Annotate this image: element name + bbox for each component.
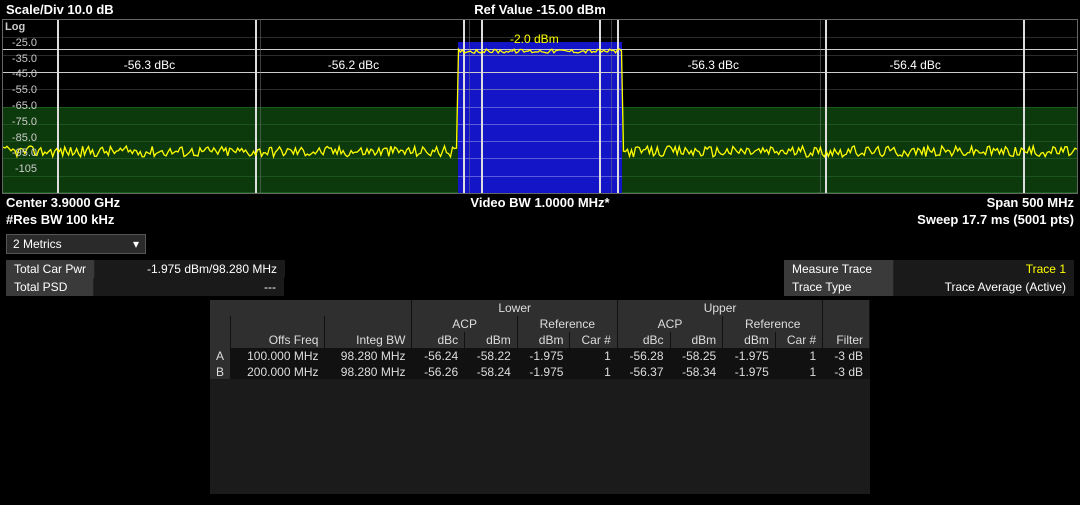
y-tick: -95.0 xyxy=(5,146,37,162)
chart-area: -56.3 dBc -56.2 dBc -56.3 dBc -56.4 dBc -2.0… xyxy=(3,20,1077,193)
table-row: B200.000 MHz98.280 MHz-56.26-58.24-1.975… xyxy=(210,364,870,380)
total-psd-label: Total PSD xyxy=(6,278,94,296)
spectrum-display[interactable]: Log -25.0-35.0-45.0-55.0-65.0-75.0-85.0-… xyxy=(2,19,1078,194)
dbc-label: -56.3 dBc xyxy=(688,58,739,72)
carrier-dbm-label: -2.0 dBm xyxy=(510,32,559,46)
y-tick: -45.0 xyxy=(5,67,37,83)
table-empty-area xyxy=(210,379,870,494)
y-tick: -35.0 xyxy=(5,52,37,68)
y-tick: -75.0 xyxy=(5,115,37,131)
y-axis: Log -25.0-35.0-45.0-55.0-65.0-75.0-85.0-… xyxy=(5,20,37,178)
trace-type-label: Trace Type xyxy=(784,278,894,296)
total-car-pwr-label: Total Car Pwr xyxy=(6,260,95,278)
table-row: A100.000 MHz98.280 MHz-56.24-58.22-1.975… xyxy=(210,348,870,364)
measure-trace-value: Trace 1 xyxy=(894,260,1074,278)
trace-type-value: Trace Average (Active) xyxy=(894,278,1074,296)
span-label: Span 500 MHz xyxy=(987,195,1074,210)
dbc-label: -56.4 dBc xyxy=(889,58,940,72)
results-table: LowerUpperACPReferenceACPReferenceOffs F… xyxy=(210,300,870,380)
scale-div-label: Scale/Div 10.0 dB xyxy=(6,2,114,17)
dbc-label: -56.2 dBc xyxy=(328,58,379,72)
log-label: Log xyxy=(5,20,37,36)
sweep-label: Sweep 17.7 ms (5001 pts) xyxy=(917,212,1074,227)
dbc-label: -56.3 dBc xyxy=(124,58,175,72)
total-psd-value: --- xyxy=(94,278,284,296)
y-tick: -65.0 xyxy=(5,99,37,115)
video-bw-label: Video BW 1.0000 MHz* xyxy=(470,195,609,210)
metrics-dropdown[interactable]: 2 Metrics xyxy=(6,234,146,254)
metrics-dropdown-label: 2 Metrics xyxy=(13,237,62,251)
total-car-pwr-value: -1.975 dBm/98.280 MHz xyxy=(95,260,285,278)
y-tick: -55.0 xyxy=(5,83,37,99)
measure-trace-label: Measure Trace xyxy=(784,260,894,278)
ref-value-label: Ref Value -15.00 dBm xyxy=(474,2,606,17)
y-tick: -25.0 xyxy=(5,36,37,52)
res-bw-label: #Res BW 100 kHz xyxy=(6,212,114,227)
y-tick: -105 xyxy=(5,162,37,178)
y-tick: -85.0 xyxy=(5,131,37,147)
center-freq-label: Center 3.9000 GHz xyxy=(6,195,120,210)
